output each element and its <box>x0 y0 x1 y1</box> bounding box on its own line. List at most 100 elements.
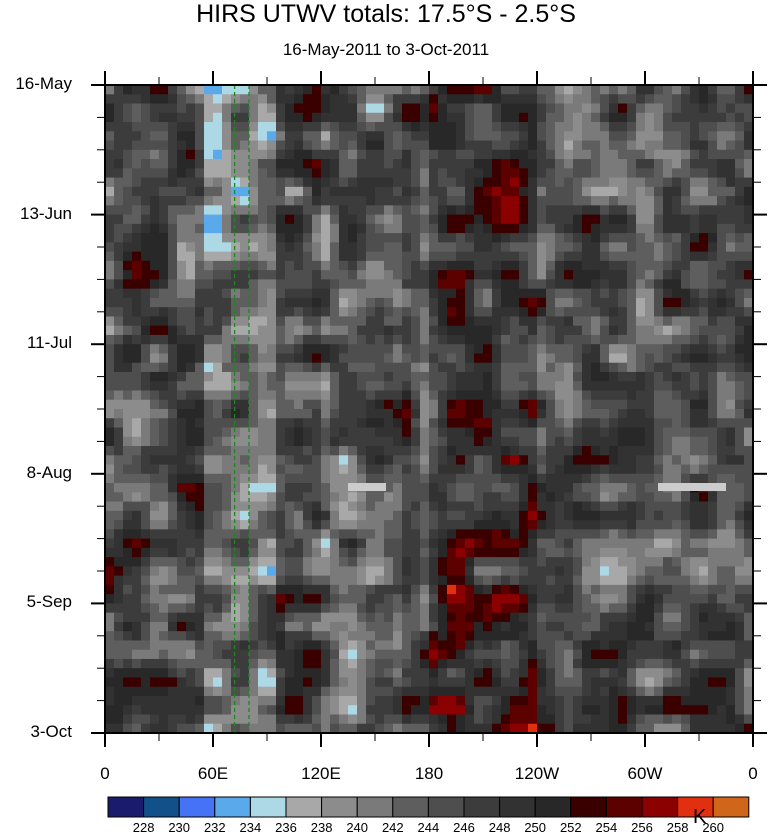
heatmap-cell <box>105 649 115 660</box>
heatmap-cell <box>267 409 277 419</box>
heatmap-cell <box>627 594 637 604</box>
heatmap-cell <box>582 446 592 456</box>
heatmap-cell <box>438 334 448 345</box>
heatmap-cell <box>573 131 583 142</box>
heatmap-cell <box>618 695 628 706</box>
heatmap-cell <box>636 705 646 716</box>
heatmap-cell <box>366 168 376 179</box>
heatmap-cell <box>258 446 268 456</box>
heatmap-cell <box>438 631 448 642</box>
heatmap-cell <box>321 334 331 345</box>
heatmap-cell <box>564 547 574 558</box>
heatmap-cell <box>654 399 664 410</box>
heatmap-cell <box>123 371 133 382</box>
heatmap-cell <box>438 205 448 216</box>
heatmap-cell <box>717 168 727 179</box>
heatmap-cell <box>150 436 160 447</box>
heatmap-cell <box>546 473 556 484</box>
heatmap-cell <box>321 196 331 206</box>
heatmap-cell <box>717 325 727 336</box>
heatmap-cell <box>420 455 430 466</box>
heatmap-cell <box>447 418 457 429</box>
heatmap-cell <box>240 594 250 604</box>
heatmap-cell <box>357 510 367 521</box>
heatmap-cell <box>357 446 367 456</box>
heatmap-cell <box>132 233 142 243</box>
heatmap-cell <box>609 140 619 151</box>
heatmap-cell <box>573 316 583 327</box>
heatmap-cell <box>357 297 367 308</box>
heatmap-cell <box>375 223 385 234</box>
heatmap-cell <box>186 446 196 456</box>
heatmap-cell <box>222 196 232 206</box>
heatmap-cell <box>213 390 223 401</box>
heatmap-cell <box>123 418 133 429</box>
heatmap-cell <box>420 677 430 688</box>
heatmap-cell <box>645 325 655 336</box>
heatmap-cell <box>474 464 484 475</box>
heatmap-cell <box>438 251 448 262</box>
heatmap-cell <box>645 409 655 419</box>
heatmap-cell <box>447 334 457 345</box>
heatmap-cell <box>573 510 583 521</box>
heatmap-cell <box>456 436 466 447</box>
heatmap-cell <box>528 316 538 327</box>
heatmap-cell <box>132 427 142 438</box>
heatmap-cell <box>150 242 160 253</box>
heatmap-cell <box>645 446 655 456</box>
heatmap-cell <box>510 85 520 95</box>
heatmap-cell <box>492 112 502 123</box>
heatmap-cell <box>618 538 628 549</box>
heatmap-cell <box>672 695 682 706</box>
heatmap-cell <box>267 149 277 160</box>
heatmap-cell <box>510 371 520 382</box>
heatmap-cell <box>258 362 268 373</box>
heatmap-cell <box>501 186 511 197</box>
heatmap-cell <box>708 705 718 716</box>
heatmap-cell <box>114 492 124 503</box>
heatmap-cell <box>609 464 619 475</box>
heatmap-cell <box>717 631 727 642</box>
heatmap-cell <box>636 334 646 345</box>
heatmap-cell <box>735 409 745 419</box>
heatmap-cell <box>384 177 394 188</box>
heatmap-cell <box>447 705 457 716</box>
heatmap-cell <box>375 464 385 475</box>
heatmap-cell <box>204 436 214 447</box>
heatmap-cell <box>339 103 349 114</box>
heatmap-cell <box>537 177 547 188</box>
heatmap-cell <box>663 510 673 521</box>
heatmap-cell <box>159 214 169 225</box>
heatmap-cell <box>573 677 583 688</box>
heatmap-cell <box>276 316 286 327</box>
heatmap-cell <box>609 85 619 95</box>
heatmap-cell <box>591 362 601 373</box>
heatmap-cell <box>735 168 745 179</box>
heatmap-cell <box>294 575 304 586</box>
heatmap-cell <box>447 640 457 651</box>
heatmap-cell <box>690 186 700 197</box>
heatmap-cell <box>618 677 628 688</box>
heatmap-cell <box>195 371 205 382</box>
heatmap-cell <box>717 242 727 253</box>
heatmap-cell <box>114 418 124 429</box>
heatmap-cell <box>573 464 583 475</box>
heatmap-cell <box>204 205 214 216</box>
heatmap-cell <box>312 594 322 604</box>
heatmap-cell <box>276 94 286 105</box>
heatmap-cell <box>393 705 403 716</box>
heatmap-cell <box>330 103 340 114</box>
heatmap-cell <box>132 594 142 604</box>
heatmap-cell <box>528 177 538 188</box>
heatmap-cell <box>528 436 538 447</box>
heatmap-cell <box>546 242 556 253</box>
heatmap-cell <box>663 594 673 604</box>
heatmap-cell <box>573 353 583 364</box>
heatmap-cell <box>303 325 313 336</box>
heatmap-cell <box>654 122 664 132</box>
heatmap-cell <box>717 353 727 364</box>
heatmap-cell <box>195 325 205 336</box>
heatmap-cell <box>114 122 124 132</box>
heatmap-cell <box>276 547 286 558</box>
heatmap-cell <box>483 686 493 697</box>
